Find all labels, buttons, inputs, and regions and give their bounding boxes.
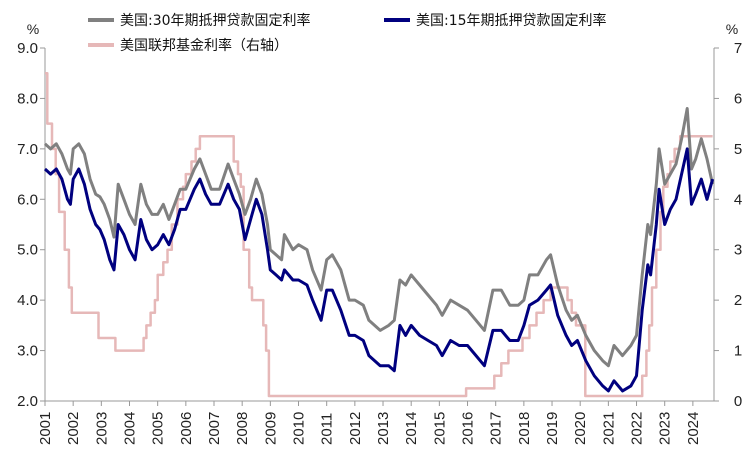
x-tick-label: 2004 bbox=[122, 412, 139, 445]
legend-mortgage-30y-label: 美国:30年期抵押贷款固定利率 bbox=[120, 12, 311, 29]
left-tick-label: 2.0 bbox=[17, 393, 38, 410]
x-tick-label: 2021 bbox=[600, 412, 617, 445]
x-tick-label: 2009 bbox=[262, 412, 279, 445]
x-tick-label: 2012 bbox=[347, 412, 364, 445]
fed-funds-line bbox=[45, 71, 713, 398]
left-tick-label: 3.0 bbox=[17, 343, 38, 360]
x-tick-label: 2006 bbox=[178, 412, 195, 445]
x-tick-label: 2011 bbox=[319, 413, 336, 445]
mortgage-30y-line bbox=[43, 107, 715, 368]
x-tick-label: 2016 bbox=[460, 412, 477, 445]
left-tick-label: 8.0 bbox=[17, 90, 38, 107]
right-tick-label: 3 bbox=[734, 242, 742, 259]
left-unit-label: % bbox=[27, 21, 39, 37]
x-tick-label: 2003 bbox=[93, 412, 110, 445]
right-tick-label: 6 bbox=[734, 90, 742, 107]
right-tick-label: 5 bbox=[734, 141, 742, 158]
x-tick-label: 2017 bbox=[488, 412, 505, 445]
x-tick-label: 2018 bbox=[516, 412, 533, 445]
x-tick-label: 2022 bbox=[629, 412, 646, 445]
legend-mortgage-15y-label: 美国:15年期抵押贷款固定利率 bbox=[416, 12, 607, 29]
x-tick-label: 2013 bbox=[375, 412, 392, 445]
x-tick-label: 2010 bbox=[291, 412, 308, 445]
right-tick-label: 7 bbox=[734, 40, 742, 57]
x-tick-label: 2024 bbox=[685, 412, 702, 445]
left-tick-label: 4.0 bbox=[17, 292, 38, 309]
x-tick-label: 2002 bbox=[65, 412, 82, 445]
right-tick-label: 0 bbox=[734, 393, 742, 410]
mortgage-15y-line bbox=[43, 147, 715, 393]
x-tick-label: 2015 bbox=[431, 412, 448, 445]
x-tick-label: 2008 bbox=[234, 412, 251, 445]
left-tick-label: 5.0 bbox=[17, 242, 38, 259]
x-tick-label: 2020 bbox=[572, 412, 589, 445]
x-tick-label: 2001 bbox=[37, 412, 54, 445]
legend-fed-funds-label: 美国联邦基金利率（右轴） bbox=[120, 37, 288, 54]
x-tick-label: 2005 bbox=[150, 412, 167, 445]
left-tick-label: 7.0 bbox=[17, 141, 38, 158]
right-tick-label: 1 bbox=[734, 343, 742, 360]
right-tick-label: 4 bbox=[734, 191, 742, 208]
x-tick-label: 2019 bbox=[544, 412, 561, 445]
right-tick-label: 2 bbox=[734, 292, 742, 309]
left-tick-label: 9.0 bbox=[17, 40, 38, 57]
left-tick-label: 6.0 bbox=[17, 191, 38, 208]
right-unit-label: % bbox=[726, 21, 738, 37]
x-tick-label: 2014 bbox=[403, 412, 420, 445]
x-tick-label: 2023 bbox=[657, 412, 674, 445]
x-tick-label: 2007 bbox=[206, 412, 223, 445]
